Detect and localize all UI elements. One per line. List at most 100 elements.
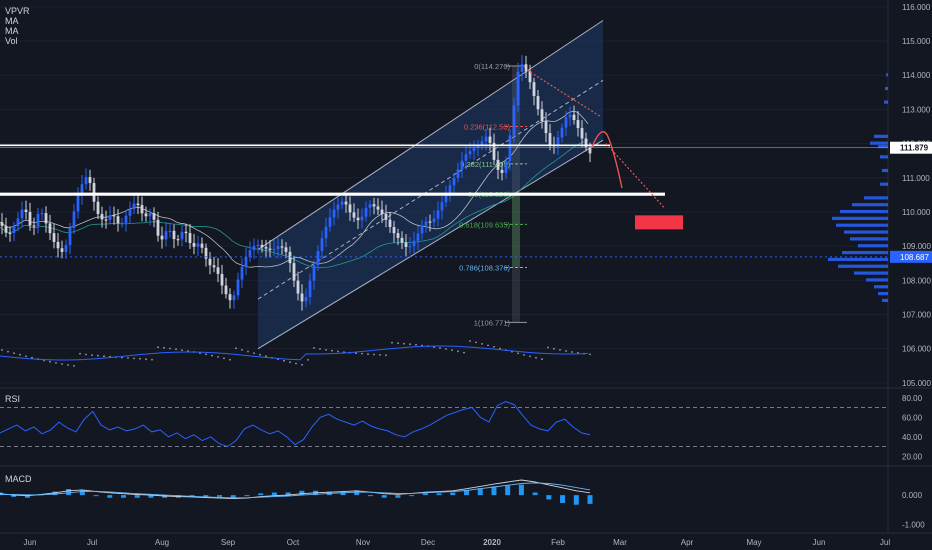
volume-profile-bar <box>882 168 888 173</box>
macd-histogram-bar <box>120 495 126 498</box>
candle-up <box>368 204 372 208</box>
candle-down <box>576 120 580 129</box>
candle-up <box>244 257 248 267</box>
rsi-pane <box>0 401 888 448</box>
volume-dot <box>487 344 489 347</box>
volume-dot <box>361 352 363 355</box>
volume-profile-bar <box>828 257 888 262</box>
volume-dot <box>169 347 171 350</box>
volume-dot <box>259 353 261 356</box>
indicator-vol[interactable]: Vol <box>5 36 18 46</box>
price-tick-label: 116.000 <box>902 3 931 12</box>
candle-up <box>364 207 368 217</box>
volume-dot <box>379 354 381 356</box>
volume-dot <box>331 349 333 352</box>
volume-dot <box>589 353 591 356</box>
candle-down <box>588 147 592 154</box>
candle-up <box>276 246 280 250</box>
last-price-badge <box>890 141 932 154</box>
volume-dot <box>451 349 453 351</box>
rsi-label[interactable]: RSI <box>5 394 21 404</box>
price-tick-label: 106.000 <box>902 345 931 354</box>
candle-up <box>308 280 312 298</box>
candle-up <box>484 136 488 142</box>
volume-dot <box>163 346 165 349</box>
indicator-ma-2[interactable]: MA <box>5 26 19 36</box>
candle-down <box>88 177 92 184</box>
volume-profile-bar <box>878 291 888 296</box>
macd-histogram-bar <box>491 486 497 496</box>
candle-up <box>464 154 468 161</box>
candle-down <box>204 247 208 259</box>
macd-label[interactable]: MACD <box>5 474 32 484</box>
volume-dot <box>559 349 561 351</box>
fib-level-label: 0(114.270) <box>474 62 510 71</box>
price-tick-label: 105.000 <box>902 379 931 388</box>
volume-dot <box>541 358 543 361</box>
volume-profile-bar <box>842 250 888 255</box>
candle-up <box>340 201 344 205</box>
price-tick-label: 115.000 <box>902 37 931 46</box>
volume-dot <box>289 361 291 364</box>
candle-down <box>580 128 584 139</box>
candle-down <box>104 219 108 221</box>
volume-dot <box>565 350 567 352</box>
volume-dot <box>133 357 135 360</box>
macd-histogram-bar <box>52 491 58 496</box>
candle-up <box>424 221 428 226</box>
candle-up <box>12 226 16 233</box>
dotted-level-label: 108.687 <box>900 253 929 262</box>
indicator-vpvr[interactable]: VPVR <box>5 6 30 16</box>
candle-down <box>492 142 496 160</box>
volume-dot <box>301 363 303 366</box>
volume-dot <box>187 350 189 352</box>
candle-down <box>152 213 156 220</box>
macd-histogram-bar <box>367 495 373 497</box>
candle-down <box>52 233 56 242</box>
volume-profile-bar <box>878 144 888 149</box>
candle-down <box>372 204 376 207</box>
volume-dot <box>469 340 471 342</box>
price-tick-label: 111.000 <box>902 174 930 183</box>
candle-up <box>108 215 112 220</box>
candle-up <box>520 64 524 72</box>
candle-down <box>4 225 8 233</box>
time-tick-label: Oct <box>287 538 300 547</box>
macd-histogram-bar <box>354 490 360 496</box>
candle-up <box>36 213 40 226</box>
candle-up <box>332 209 336 218</box>
volume-dot <box>493 346 495 348</box>
candle-down <box>352 212 356 218</box>
volume-profile-bar <box>844 230 888 234</box>
volume-dot <box>1 349 3 351</box>
candle-down <box>56 241 60 249</box>
candle-up <box>84 177 88 185</box>
volume-dot <box>283 359 285 362</box>
candle-up <box>124 215 128 223</box>
candle-up <box>440 202 444 211</box>
volume-profile-bar <box>886 73 888 77</box>
volume-dot <box>151 358 153 361</box>
indicator-ma-1[interactable]: MA <box>5 16 19 26</box>
volume-dot <box>265 355 267 358</box>
volume-dot <box>31 356 33 359</box>
candle-up <box>164 231 168 240</box>
candle-down <box>356 217 360 221</box>
candle-up <box>416 233 420 241</box>
volume-profile-bar <box>880 182 888 186</box>
time-tick-label: Sep <box>221 538 236 547</box>
volume-dot <box>55 362 57 364</box>
candle-down <box>212 265 216 268</box>
volume-dot <box>247 350 249 353</box>
volume-dot <box>307 359 309 361</box>
candle-up <box>232 295 236 301</box>
candle-down <box>488 136 492 143</box>
projection <box>526 69 683 230</box>
projection-dotted-path <box>605 143 666 209</box>
candle-up <box>20 209 24 219</box>
candle-down <box>112 215 116 217</box>
candle-down <box>500 169 504 173</box>
fib-level-label: 0.236(112.50) <box>464 122 511 131</box>
candle-up <box>80 184 84 196</box>
